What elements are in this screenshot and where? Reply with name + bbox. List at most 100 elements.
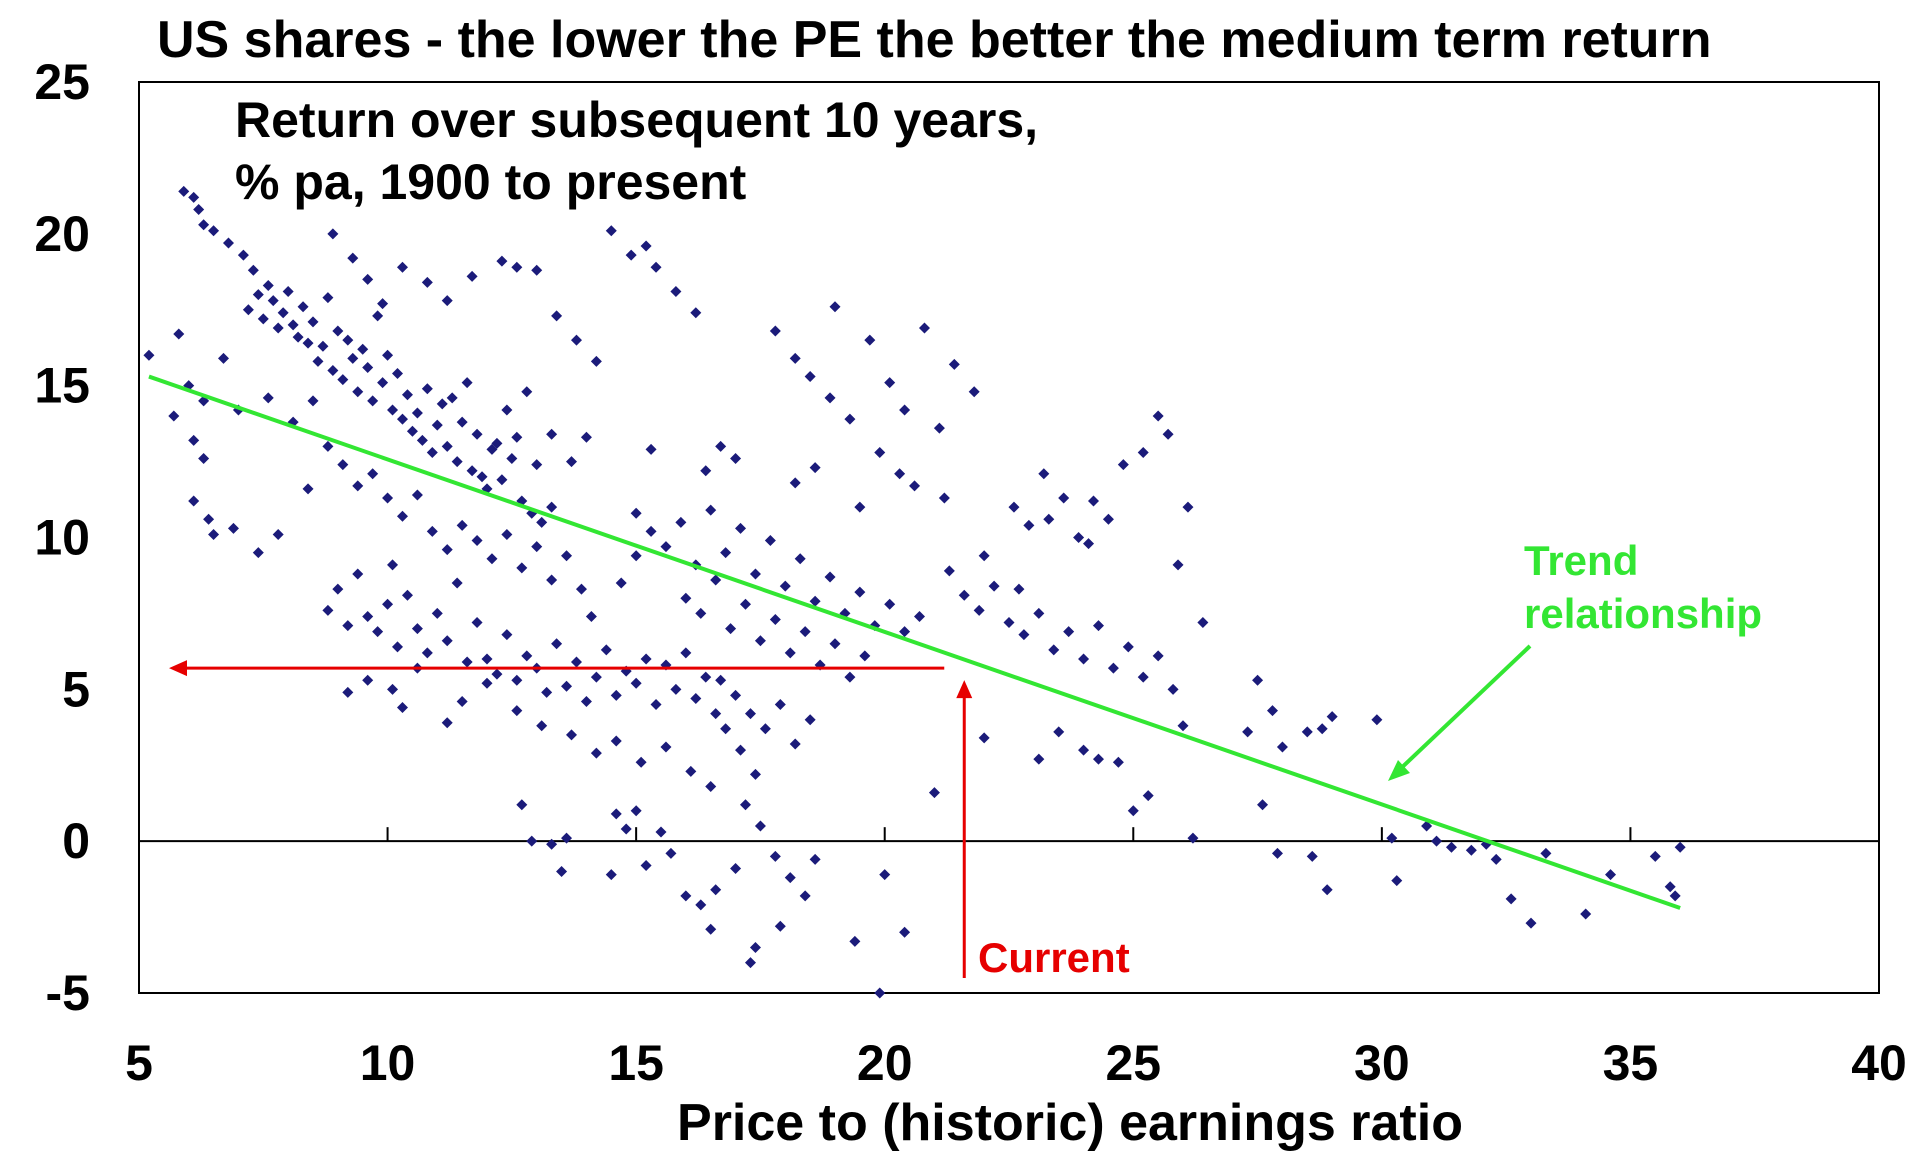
current-horizontal-arrow-head <box>169 660 187 677</box>
data-point <box>372 626 384 638</box>
data-point <box>615 577 627 589</box>
data-point <box>705 504 717 516</box>
data-point <box>899 626 911 638</box>
trend-label-line-1: Trend <box>1524 537 1638 584</box>
data-point <box>506 453 518 465</box>
data-point <box>1092 753 1104 765</box>
y-axis-tick-labels: 25 20 15 10 5 0 -5 <box>34 54 90 1021</box>
data-point <box>396 510 408 522</box>
data-point <box>481 653 493 665</box>
data-point <box>1421 820 1433 832</box>
data-point <box>570 334 582 346</box>
data-point <box>645 525 657 537</box>
data-point <box>491 668 503 680</box>
data-point <box>769 325 781 337</box>
data-point <box>382 598 394 610</box>
data-point <box>222 237 234 249</box>
data-point <box>1182 501 1194 513</box>
data-point <box>620 823 632 835</box>
data-point <box>396 413 408 425</box>
data-point <box>700 465 712 477</box>
data-point <box>943 565 955 577</box>
data-point <box>1172 559 1184 571</box>
data-point <box>337 459 349 471</box>
x-tick-label: 5 <box>125 1035 153 1091</box>
data-point <box>178 185 190 197</box>
data-point <box>396 702 408 714</box>
y-tick-label: 5 <box>62 661 90 717</box>
data-point <box>680 592 692 604</box>
data-point <box>312 355 324 367</box>
data-point <box>406 425 418 437</box>
data-point <box>377 377 389 389</box>
data-point <box>590 355 602 367</box>
data-point <box>342 620 354 632</box>
data-point <box>1306 850 1318 862</box>
data-point <box>804 714 816 726</box>
data-point <box>521 650 533 662</box>
data-point <box>804 371 816 383</box>
data-point <box>715 674 727 686</box>
data-point <box>645 443 657 455</box>
data-point <box>1033 607 1045 619</box>
data-point <box>1391 875 1403 887</box>
data-point <box>978 550 990 562</box>
data-point <box>516 799 528 811</box>
data-point <box>511 674 523 686</box>
data-point <box>501 528 513 540</box>
data-point <box>451 577 463 589</box>
data-point <box>421 647 433 659</box>
data-point <box>242 304 254 316</box>
data-point <box>1092 620 1104 632</box>
data-point <box>789 477 801 489</box>
data-point <box>730 689 742 701</box>
data-point <box>1649 850 1661 862</box>
data-point <box>630 507 642 519</box>
data-point <box>317 340 329 352</box>
data-point <box>262 392 274 404</box>
data-point <box>401 389 413 401</box>
data-point <box>282 286 294 298</box>
y-tick-label: 25 <box>34 54 90 110</box>
data-point <box>854 501 866 513</box>
data-point <box>740 598 752 610</box>
data-point <box>352 386 364 398</box>
data-point <box>590 671 602 683</box>
data-point <box>471 428 483 440</box>
data-point <box>580 431 592 443</box>
data-point <box>1102 513 1114 525</box>
data-point <box>561 832 573 844</box>
x-axis-label: Price to (historic) earnings ratio <box>677 1094 1463 1152</box>
data-point <box>252 289 264 301</box>
data-point <box>262 279 274 291</box>
data-point <box>690 307 702 319</box>
data-point <box>1023 519 1035 531</box>
data-point <box>720 547 732 559</box>
data-point <box>744 957 756 969</box>
data-point <box>476 471 488 483</box>
data-point <box>774 699 786 711</box>
data-point <box>690 692 702 704</box>
data-point <box>367 468 379 480</box>
x-tick-label: 20 <box>857 1035 913 1091</box>
data-point <box>208 528 220 540</box>
data-point <box>1083 538 1095 550</box>
data-point <box>198 219 210 231</box>
data-point <box>705 781 717 793</box>
data-point <box>809 462 821 474</box>
data-point <box>441 635 453 647</box>
data-point <box>1073 532 1085 543</box>
data-point <box>928 787 940 799</box>
data-point <box>496 474 508 486</box>
y-tick-label: -5 <box>46 965 90 1021</box>
data-point <box>1058 492 1070 504</box>
data-point <box>441 544 453 556</box>
data-point <box>1088 495 1100 507</box>
data-point <box>1142 790 1154 802</box>
data-point <box>899 404 911 416</box>
data-point <box>844 413 856 425</box>
data-point <box>357 343 369 355</box>
data-point <box>521 386 533 398</box>
data-point <box>789 352 801 364</box>
